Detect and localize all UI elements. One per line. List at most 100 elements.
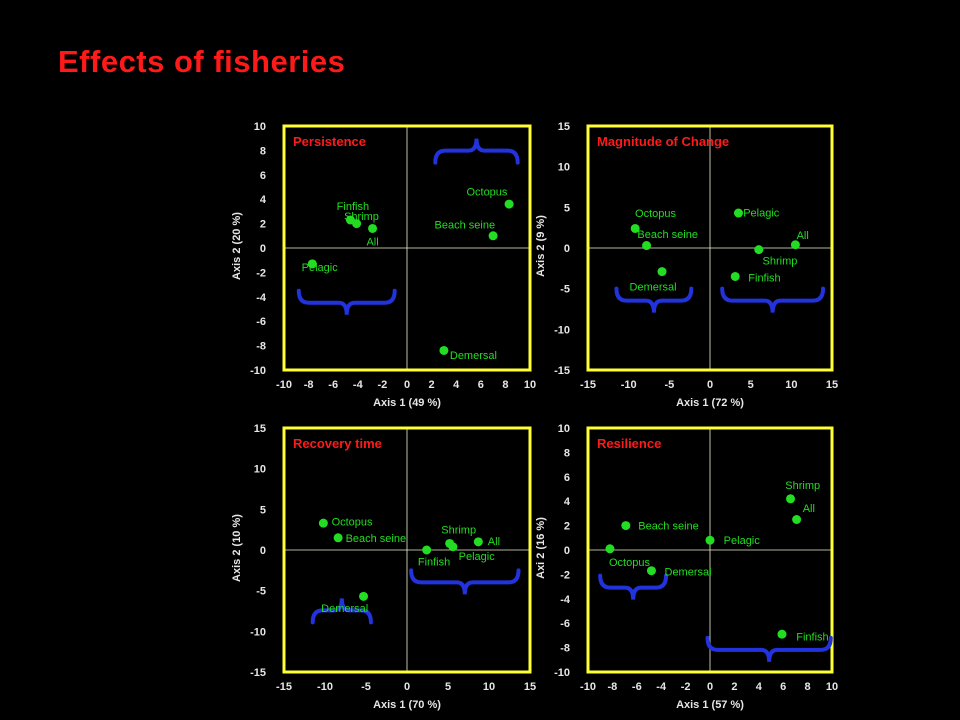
- plot-frame: [282, 426, 532, 674]
- data-point: [368, 223, 378, 233]
- data-point: [307, 259, 317, 269]
- x-tick-label: -5: [361, 681, 371, 693]
- y-tick-label: 0: [260, 545, 266, 557]
- y-tick-label: 5: [260, 504, 266, 516]
- group-bracket: [409, 568, 521, 595]
- point-label: Demersal: [630, 281, 677, 293]
- y-tick-label: -2: [560, 569, 570, 581]
- x-axis-label: Axis 1 (49 %): [373, 397, 441, 409]
- data-point: [705, 535, 715, 545]
- x-tick-label: 10: [826, 681, 838, 693]
- point-label: Pelagic: [743, 207, 780, 219]
- y-tick-label: 8: [564, 447, 570, 459]
- point-label: Finfish: [796, 631, 828, 643]
- point-label: Finfish: [337, 201, 369, 213]
- y-tick-label: 2: [260, 219, 266, 231]
- data-point: [605, 544, 615, 554]
- x-tick-label: 8: [805, 681, 811, 693]
- data-point: [352, 219, 362, 229]
- y-tick-label: 10: [558, 162, 570, 174]
- x-tick-label: 2: [429, 379, 435, 391]
- y-tick-label: 8: [260, 145, 266, 157]
- x-tick-label: -8: [304, 379, 314, 391]
- y-tick-label: 2: [564, 521, 570, 533]
- data-point: [754, 245, 764, 255]
- data-point: [630, 223, 640, 233]
- x-axis-label: Axis 1 (72 %): [676, 397, 744, 409]
- y-axis-label: Axi 2 (16 %): [535, 517, 547, 579]
- data-point: [422, 545, 432, 555]
- data-point: [473, 537, 483, 547]
- panel-title: Magnitude of Change: [597, 134, 729, 149]
- y-tick-label: -15: [554, 365, 570, 377]
- group-bracket: [310, 598, 373, 625]
- chart-panel-3: Recovery time -15 -10 -5 0 5 10 15 -15 -10 -5 0 5 10 1…: [231, 423, 536, 711]
- point-label: Finfish: [748, 272, 780, 284]
- data-point: [318, 518, 328, 528]
- x-tick-label: 4: [453, 379, 460, 391]
- point-label: Pelagic: [302, 262, 339, 274]
- point-label: Beach seine: [435, 219, 496, 231]
- y-tick-label: -10: [250, 626, 266, 638]
- data-point: [646, 566, 656, 576]
- panel-title: Persistence: [293, 134, 366, 149]
- y-tick-label: 0: [564, 243, 570, 255]
- y-tick-label: 6: [260, 170, 266, 182]
- y-tick-label: -2: [256, 267, 266, 279]
- y-tick-label: -8: [256, 341, 266, 353]
- slide-title: Effects of fisheries: [58, 44, 346, 79]
- x-tick-label: 0: [707, 379, 713, 391]
- data-point: [621, 521, 631, 531]
- data-point: [333, 533, 343, 543]
- point-label: All: [488, 536, 500, 548]
- plot-frame: [282, 124, 532, 372]
- x-tick-label: 6: [780, 681, 786, 693]
- y-tick-label: -10: [554, 324, 570, 336]
- point-label: Shrimp: [344, 211, 379, 223]
- point-label: Demersal: [450, 350, 497, 362]
- group-bracket: [720, 286, 826, 313]
- data-point: [730, 271, 740, 281]
- data-point: [790, 240, 800, 250]
- y-tick-label: 4: [260, 194, 267, 206]
- y-tick-label: -4: [256, 292, 267, 304]
- x-tick-label: -6: [632, 681, 642, 693]
- point-label: All: [797, 230, 809, 242]
- y-tick-label: 10: [254, 464, 266, 476]
- point-label: Demersal: [321, 603, 368, 615]
- x-tick-label: 10: [483, 681, 495, 693]
- y-axis-label: Axis 2 (9 %): [535, 215, 547, 277]
- x-tick-label: -10: [621, 379, 637, 391]
- point-label: Octopus: [609, 557, 650, 569]
- point-label: Pelagic: [459, 551, 496, 563]
- y-tick-label: -6: [256, 316, 266, 328]
- data-point: [448, 542, 458, 552]
- y-tick-label: 0: [564, 545, 570, 557]
- data-point: [642, 241, 652, 251]
- y-tick-label: -10: [554, 667, 570, 679]
- data-point: [786, 494, 796, 504]
- panel-title: Resilience: [597, 436, 661, 451]
- data-point: [657, 267, 667, 277]
- x-tick-label: -5: [664, 379, 674, 391]
- y-tick-label: -6: [560, 618, 570, 630]
- x-tick-label: 5: [445, 681, 451, 693]
- y-tick-label: 5: [564, 202, 570, 214]
- y-tick-label: -5: [560, 284, 570, 296]
- x-tick-label: -10: [276, 379, 292, 391]
- group-bracket: [433, 138, 520, 165]
- data-point: [439, 345, 449, 355]
- data-point: [777, 629, 787, 639]
- y-tick-label: -15: [250, 667, 266, 679]
- x-tick-label: 0: [404, 681, 410, 693]
- x-tick-label: -2: [378, 379, 388, 391]
- y-axis-label: Axis 2 (20 %): [231, 212, 243, 280]
- plot-frame: [586, 124, 834, 372]
- group-bracket: [705, 635, 833, 662]
- x-axis-label: Axis 1 (57 %): [676, 699, 744, 711]
- x-tick-label: -10: [580, 681, 596, 693]
- y-tick-label: 4: [564, 496, 571, 508]
- chart-panel-4: Resilience -10 -8 -6 -4 -2 0 2 4 6 8 10 -10 -8 -6 -4 -2 0…: [535, 423, 838, 711]
- point-label: Shrimp: [785, 480, 820, 492]
- point-label: Beach seine: [638, 520, 699, 532]
